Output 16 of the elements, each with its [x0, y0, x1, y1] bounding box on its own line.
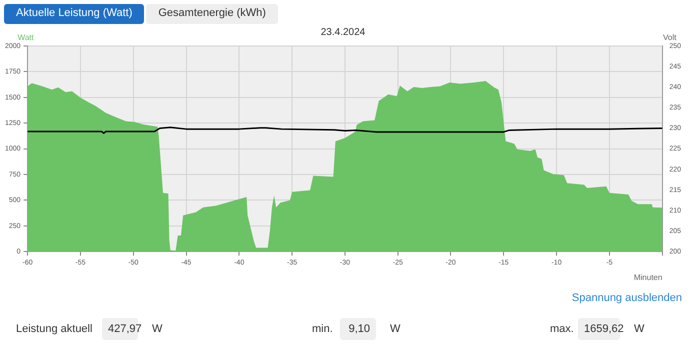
text: Leistung aktuell: [16, 323, 94, 335]
text: Gesamtenergie (kWh): [146, 4, 278, 24]
text: 9,10: [340, 318, 376, 340]
text: min.: [312, 323, 334, 335]
text: W: [390, 323, 402, 335]
text: Aktuelle Leistung (Watt): [4, 4, 144, 24]
text: 427,97: [107, 322, 142, 337]
chart-title: 23.4.2024: [320, 26, 366, 38]
text: W: [634, 323, 644, 335]
text: 1659,62: [583, 322, 624, 337]
text: Spannung ausblenden: [572, 292, 682, 304]
y-axis-title: Watt: [18, 33, 34, 42]
text: max.: [550, 323, 575, 335]
y2-axis-title: Volt: [662, 33, 678, 42]
x-axis-title: Minuten: [634, 272, 662, 282]
text: W: [152, 323, 164, 335]
